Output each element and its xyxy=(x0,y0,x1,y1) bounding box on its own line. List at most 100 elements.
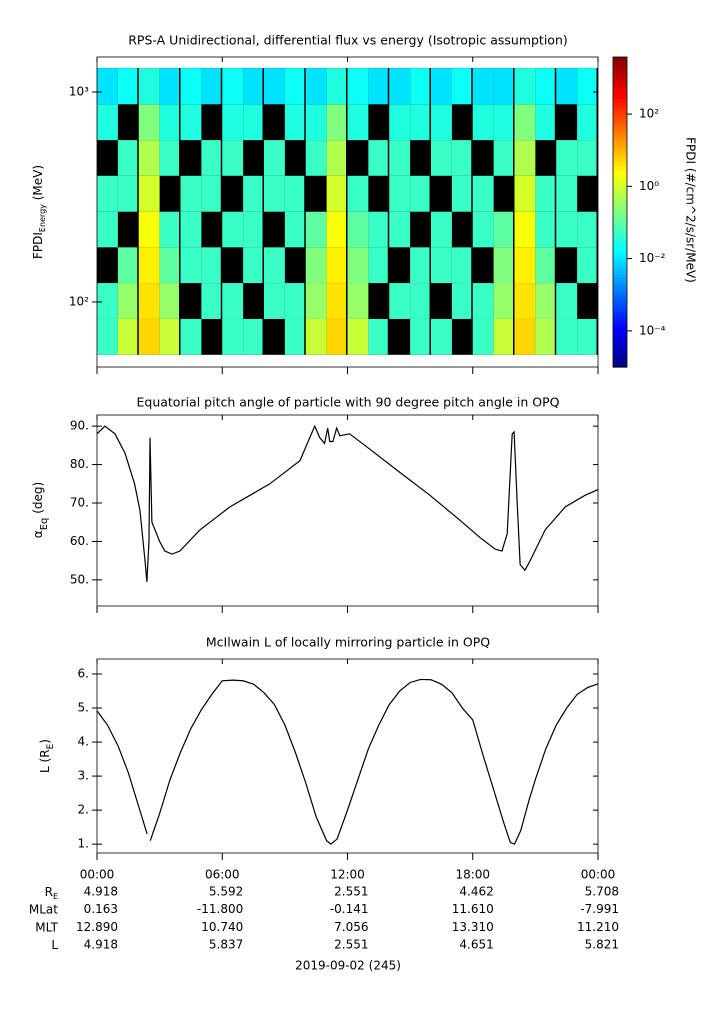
y-tick-label: 10³ xyxy=(69,85,89,99)
heatmap-cell xyxy=(201,68,221,105)
heatmap-cell xyxy=(514,175,536,212)
colorbar-label: FPDI (#/cm^2/s/sr/MeV) xyxy=(684,137,698,283)
heatmap-cell xyxy=(451,175,472,212)
y-tick-label: 5. xyxy=(78,701,89,715)
heatmap-cell xyxy=(514,247,536,284)
colorbar-swatch xyxy=(613,355,627,360)
heatmap-cell xyxy=(368,211,388,248)
colorbar-swatch xyxy=(613,204,627,209)
chart-title: RPS-A Unidirectional, differential flux … xyxy=(128,33,568,48)
heatmap-cell xyxy=(472,318,494,355)
heatmap-cell xyxy=(138,247,160,284)
heatmap-cell xyxy=(326,175,346,212)
y-axis-label-sub: Eq xyxy=(39,518,50,531)
colorbar-swatch xyxy=(613,208,627,213)
heatmap-cell xyxy=(243,318,263,355)
colorbar-swatch xyxy=(613,243,627,248)
row-label: MLT xyxy=(35,920,58,934)
heatmap-cell xyxy=(326,283,346,319)
heatmap-cell xyxy=(97,104,118,141)
heatmap-cell xyxy=(368,247,388,284)
colorbar-swatch xyxy=(613,95,627,101)
row-label-text: R xyxy=(45,885,53,899)
ephemeris-value: -11.800 xyxy=(197,902,243,916)
colorbar-swatch xyxy=(613,138,627,143)
row-label-text: L xyxy=(51,938,58,952)
heatmap-cell xyxy=(117,283,138,319)
y-axis-label-after: (MeV) xyxy=(31,165,45,204)
x-tick-label: 18:00 xyxy=(455,868,490,882)
heatmap-cell xyxy=(222,211,244,248)
heatmap-cell xyxy=(222,140,244,176)
ephemeris-value: -7.991 xyxy=(580,902,619,916)
heatmap-cell xyxy=(389,104,411,141)
heatmap-cell xyxy=(201,175,221,212)
colorbar-swatch xyxy=(613,231,627,236)
heatmap-cell xyxy=(138,283,160,319)
ephemeris-value: 2.551 xyxy=(334,885,368,899)
y-tick-label: 2. xyxy=(78,803,89,817)
heatmap-cell xyxy=(410,68,430,105)
chart-title: McIlwain L of locally mirroring particle… xyxy=(206,635,490,650)
ephemeris-value: 4.651 xyxy=(459,938,493,952)
row-label: MLat xyxy=(29,902,58,916)
colorbar-swatch xyxy=(613,223,627,229)
colorbar-swatch xyxy=(613,161,627,167)
heatmap-cell xyxy=(305,211,327,248)
heatmap-cell xyxy=(410,104,430,141)
ephemeris-value: 2.551 xyxy=(334,938,368,952)
heatmap-cell xyxy=(305,104,327,141)
row-label-sub: E xyxy=(53,892,58,901)
heatmap-cell xyxy=(264,140,285,176)
colorbar-swatch xyxy=(613,301,627,306)
colorbar-swatch xyxy=(613,150,627,155)
heatmap-cell xyxy=(97,68,118,105)
heatmap-cell xyxy=(326,68,346,105)
colorbar-swatch xyxy=(613,130,627,136)
y-axis-label-text: α xyxy=(31,530,45,538)
heatmap-cell xyxy=(535,247,555,284)
colorbar-tick-label: 10⁻² xyxy=(639,251,666,265)
colorbar-swatch xyxy=(613,200,627,205)
heatmap-cell xyxy=(326,140,346,176)
ephemeris-value: 12.890 xyxy=(76,920,118,934)
heatmap-cell xyxy=(514,68,536,105)
row-label: RE xyxy=(45,885,58,902)
colorbar-swatch xyxy=(613,312,627,318)
y-tick-label: 3. xyxy=(78,769,89,783)
heatmap-cell xyxy=(472,104,494,141)
colorbar-swatch xyxy=(613,347,627,353)
heatmap-cell xyxy=(368,318,388,355)
heatmap-cell xyxy=(472,283,494,319)
colorbar-swatch xyxy=(613,134,627,139)
colorbar-swatch xyxy=(613,351,627,356)
colorbar-swatch xyxy=(613,72,627,77)
colorbar-swatch xyxy=(613,91,627,97)
heatmap-cell xyxy=(117,318,138,355)
heatmap-cell xyxy=(138,175,160,212)
line-series xyxy=(96,678,599,845)
y-tick-label: 70. xyxy=(70,496,89,510)
y-tick-label: 1. xyxy=(78,837,89,851)
heatmap-cell xyxy=(368,140,388,176)
heatmap-cell xyxy=(535,283,555,319)
colorbar-swatch xyxy=(613,181,627,186)
heatmap-cell xyxy=(159,318,179,355)
heatmap-cell xyxy=(347,68,369,105)
heatmap-cell xyxy=(577,211,597,248)
heatmap-cell xyxy=(117,175,138,212)
colorbar-swatch xyxy=(613,153,627,159)
ephemeris-value: 0.163 xyxy=(84,902,118,916)
heatmap-cell xyxy=(493,68,513,105)
heatmap-cell xyxy=(535,175,555,212)
colorbar-swatch xyxy=(613,126,627,132)
heatmap-cell xyxy=(264,175,285,212)
y-axis-label-sub: Energy xyxy=(38,204,47,232)
heatmap-cell xyxy=(431,104,452,141)
heatmap-cell xyxy=(347,104,369,141)
colorbar-swatch xyxy=(613,289,627,294)
heatmap-cell xyxy=(305,140,327,176)
colorbar-swatch xyxy=(613,76,627,81)
colorbar-swatch xyxy=(613,308,627,314)
heatmap-cell xyxy=(138,318,160,355)
